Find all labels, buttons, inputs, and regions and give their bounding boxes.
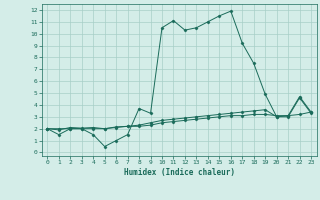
- X-axis label: Humidex (Indice chaleur): Humidex (Indice chaleur): [124, 168, 235, 177]
